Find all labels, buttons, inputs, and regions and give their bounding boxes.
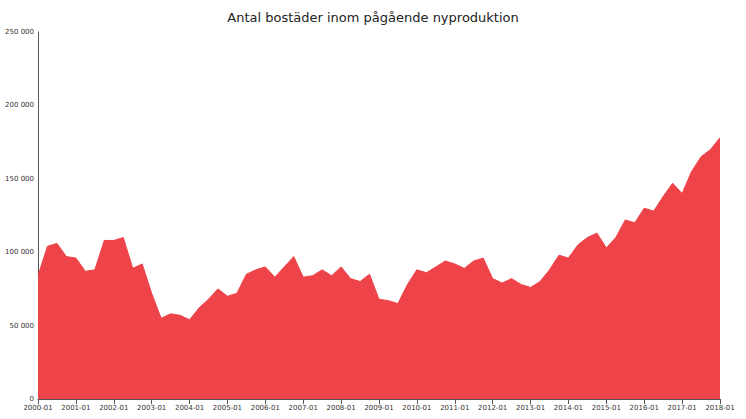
- svg-text:2009-01: 2009-01: [364, 404, 393, 412]
- svg-text:150 000: 150 000: [5, 175, 34, 183]
- svg-text:250 000: 250 000: [5, 28, 34, 36]
- svg-text:2004-01: 2004-01: [175, 404, 204, 412]
- svg-text:2003-01: 2003-01: [137, 404, 166, 412]
- svg-text:2016-01: 2016-01: [630, 404, 659, 412]
- svg-text:Antal bostäder inom pågående n: Antal bostäder inom pågående nyproduktio…: [227, 10, 518, 25]
- svg-text:2006-01: 2006-01: [251, 404, 280, 412]
- svg-text:2014-01: 2014-01: [554, 404, 583, 412]
- svg-text:2008-01: 2008-01: [326, 404, 355, 412]
- svg-text:2017-01: 2017-01: [667, 404, 696, 412]
- svg-text:100 000: 100 000: [5, 248, 34, 256]
- svg-text:2002-01: 2002-01: [99, 404, 128, 412]
- svg-text:2018-01: 2018-01: [705, 404, 734, 412]
- svg-text:50 000: 50 000: [10, 322, 35, 330]
- svg-text:2005-01: 2005-01: [213, 404, 242, 412]
- svg-text:200 000: 200 000: [5, 101, 34, 109]
- svg-text:2013-01: 2013-01: [516, 404, 545, 412]
- svg-text:2007-01: 2007-01: [289, 404, 318, 412]
- svg-text:2010-01: 2010-01: [402, 404, 431, 412]
- svg-text:2015-01: 2015-01: [592, 404, 621, 412]
- svg-text:2000-01: 2000-01: [23, 404, 52, 412]
- svg-text:2001-01: 2001-01: [61, 404, 90, 412]
- svg-text:0: 0: [30, 395, 34, 403]
- svg-text:2011-01: 2011-01: [440, 404, 469, 412]
- svg-text:2012-01: 2012-01: [478, 404, 507, 412]
